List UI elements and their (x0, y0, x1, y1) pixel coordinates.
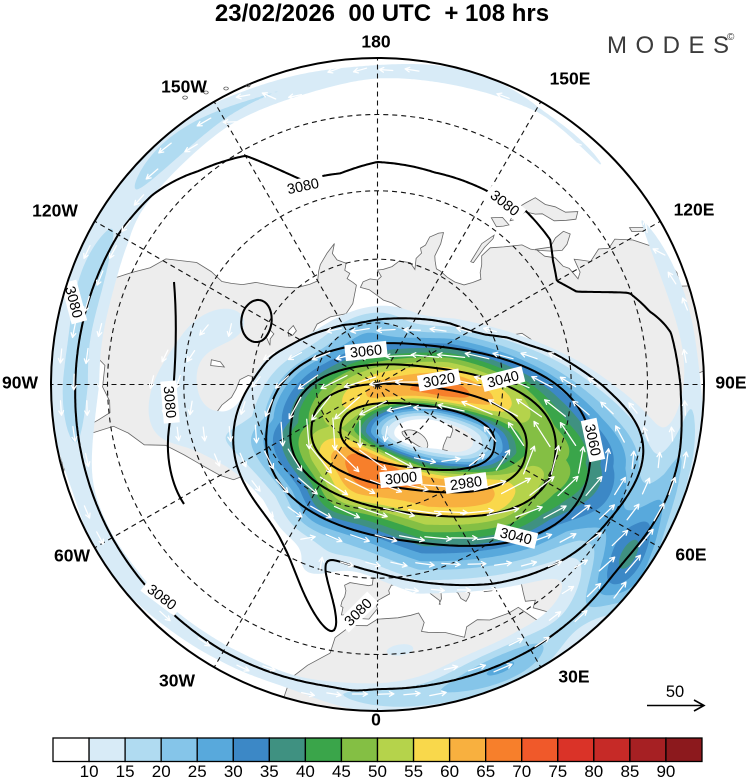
svg-text:©: © (727, 32, 735, 43)
svg-text:0: 0 (371, 710, 381, 730)
svg-text:60: 60 (440, 762, 459, 781)
svg-text:150W: 150W (161, 77, 207, 97)
svg-text:150E: 150E (550, 69, 591, 89)
svg-text:3080: 3080 (160, 385, 179, 419)
svg-text:23/02/2026 00 UTC + 108 hrs: 23/02/2026 00 UTC + 108 hrs (215, 0, 549, 27)
svg-text:60E: 60E (675, 545, 706, 565)
svg-text:90W: 90W (2, 373, 38, 393)
svg-text:45: 45 (332, 762, 351, 781)
svg-text:85: 85 (620, 762, 639, 781)
svg-text:3040: 3040 (498, 525, 533, 548)
svg-text:90E: 90E (715, 373, 746, 393)
svg-text:70: 70 (512, 762, 531, 781)
svg-text:2980: 2980 (449, 474, 483, 494)
svg-text:30E: 30E (558, 667, 589, 687)
svg-text:30W: 30W (159, 671, 195, 691)
svg-text:3040: 3040 (486, 368, 521, 391)
svg-text:3000: 3000 (384, 469, 418, 488)
svg-text:MODES: MODES (607, 32, 738, 59)
svg-text:75: 75 (548, 762, 567, 781)
svg-text:3020: 3020 (422, 370, 457, 391)
svg-text:20: 20 (152, 762, 171, 781)
svg-text:80: 80 (584, 762, 603, 781)
svg-text:30: 30 (224, 762, 243, 781)
svg-text:55: 55 (404, 762, 423, 781)
svg-text:120W: 120W (32, 201, 78, 221)
svg-text:50: 50 (368, 762, 387, 781)
svg-text:15: 15 (116, 762, 135, 781)
svg-text:65: 65 (476, 762, 495, 781)
svg-text:60W: 60W (54, 546, 90, 566)
svg-text:180: 180 (361, 32, 390, 52)
svg-text:10: 10 (80, 762, 99, 781)
svg-text:40: 40 (296, 762, 315, 781)
svg-text:3060: 3060 (581, 423, 603, 458)
svg-text:25: 25 (188, 762, 207, 781)
svg-text:3060: 3060 (349, 342, 383, 361)
svg-text:3080: 3080 (286, 176, 321, 198)
svg-text:35: 35 (260, 762, 279, 781)
svg-text:50: 50 (666, 683, 684, 701)
svg-text:90: 90 (656, 762, 675, 781)
svg-text:120E: 120E (674, 200, 715, 220)
